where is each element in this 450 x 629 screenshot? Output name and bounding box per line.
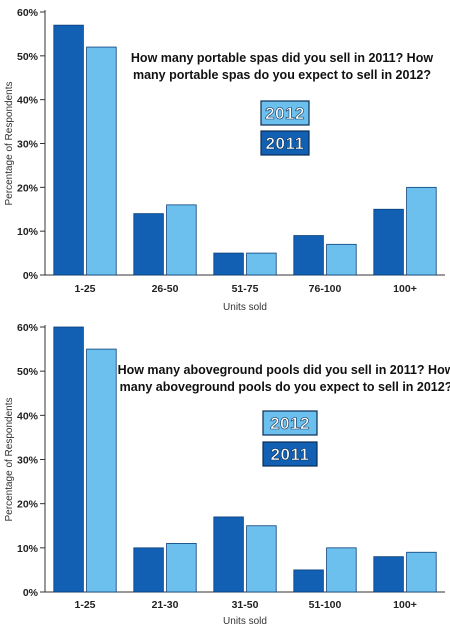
bar-2011-51-100: [293, 569, 324, 593]
bar-2012-26-50: [166, 204, 197, 276]
bar-2012-100+: [406, 186, 437, 276]
x-tick-label: 76-100: [309, 283, 342, 295]
x-tick-label: 31-50: [232, 599, 259, 611]
y-tick-label: 10%: [17, 543, 39, 555]
y-tick-label: 50%: [17, 366, 39, 378]
legend-box-2011: [262, 441, 318, 467]
bar-2011-100+: [373, 556, 404, 593]
x-axis-title: Units sold: [223, 302, 267, 313]
bar-2012-100+: [406, 551, 437, 593]
y-tick-label: 50%: [17, 51, 39, 63]
y-tick-label: 60%: [17, 7, 39, 19]
bar-2011-76-100: [293, 235, 324, 276]
y-tick-label: 30%: [17, 139, 39, 151]
legend-label-2011: 2011: [271, 445, 310, 464]
x-tick-label: 51-75: [232, 283, 259, 295]
legend-label-2012: 2012: [265, 104, 305, 123]
y-tick-label: 0%: [23, 270, 39, 282]
legend-label-2012: 2012: [270, 414, 310, 433]
x-tick-label: 21-30: [152, 599, 179, 611]
chart-title: How many aboveground pools did you sell …: [118, 363, 450, 394]
chart-title: How many portable spas did you sell in 2…: [131, 51, 433, 82]
x-tick-label: 26-50: [152, 283, 179, 295]
bar-2012-21-30: [166, 543, 197, 593]
x-tick-label: 1-25: [74, 283, 95, 295]
x-tick-label: 100+: [393, 283, 417, 295]
bar-2011-51-75: [213, 252, 244, 276]
y-axis-title: Percentage of Respondents: [4, 398, 15, 522]
legend-box-2012: [260, 100, 310, 126]
bar-2012-1-25: [86, 46, 117, 276]
bar-2011-1-25: [53, 326, 84, 593]
portable-spas-chart: 0% 10% 20% 30% 40% 50% 60% 1-25 26-50 51-75 76-100…: [4, 7, 445, 313]
y-tick-label: 30%: [17, 455, 39, 467]
y-tick-label: 10%: [17, 226, 39, 238]
bar-2012-51-100: [326, 547, 357, 593]
chart-title-line: many portable spas do you expect to sell…: [133, 68, 431, 82]
y-tick-label: 20%: [17, 182, 39, 194]
bar-2012-31-50: [246, 525, 277, 593]
bar-2011-26-50: [133, 213, 164, 276]
bar-2011-1-25: [53, 24, 84, 276]
bar-2012-76-100: [326, 243, 357, 276]
bar-2011-100+: [373, 208, 404, 276]
x-tick-label: 51-100: [309, 599, 342, 611]
y-tick-label: 40%: [17, 95, 39, 107]
legend-box-2011: [260, 130, 310, 156]
x-tick-label: 100+: [393, 599, 417, 611]
legend-label-2011: 2011: [266, 134, 305, 153]
y-tick-label: 20%: [17, 499, 39, 511]
y-axis-title: Percentage of Respondents: [4, 82, 15, 206]
x-axis-title: Units sold: [223, 616, 267, 627]
bar-2011-31-50: [213, 516, 244, 593]
aboveground-pools-chart: 0% 10% 20% 30% 40% 50% 60% 1-25 21-30 31-50 51-100…: [4, 322, 450, 627]
bar-2012-51-75: [246, 252, 277, 276]
chart-title-line: many aboveground pools do you expect to …: [120, 380, 450, 394]
legend-box-2012: [262, 410, 318, 436]
y-tick-label: 40%: [17, 410, 39, 422]
y-tick-label: 60%: [17, 322, 39, 334]
y-tick-label: 0%: [23, 587, 39, 599]
bar-2011-21-30: [133, 547, 164, 593]
x-tick-label: 1-25: [74, 599, 95, 611]
chart-title-line: How many portable spas did you sell in 2…: [131, 51, 433, 65]
chart-title-line: How many aboveground pools did you sell …: [118, 363, 450, 377]
bar-2012-1-25: [86, 348, 117, 593]
